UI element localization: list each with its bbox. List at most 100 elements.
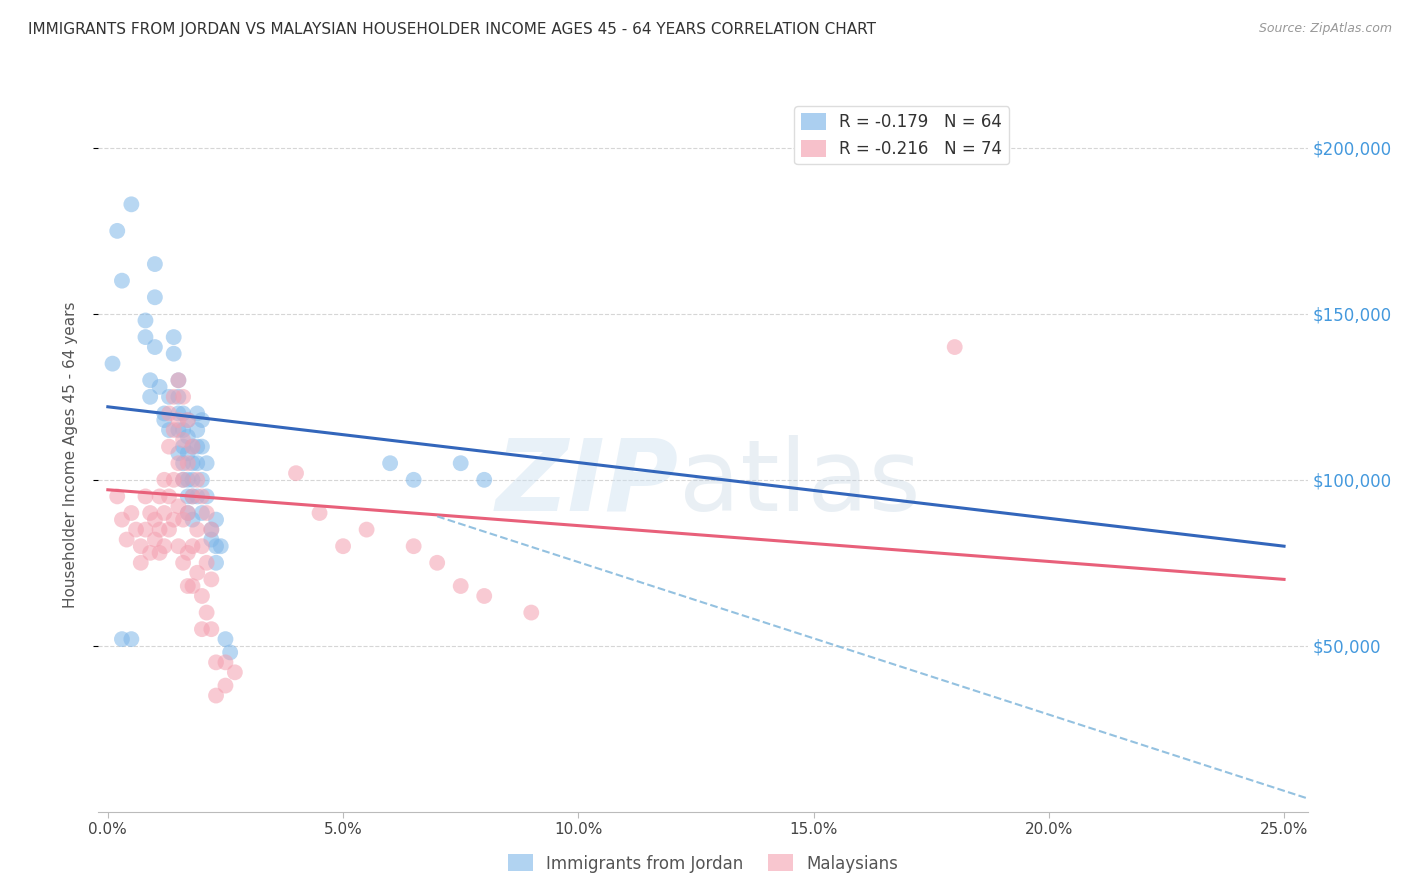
- Point: [191, 413, 214, 427]
- Point: [172, 473, 194, 487]
- Legend: Immigrants from Jordan, Malaysians: Immigrants from Jordan, Malaysians: [501, 847, 905, 880]
- Point: [177, 506, 200, 520]
- Point: [105, 490, 128, 504]
- Point: [134, 313, 156, 327]
- Point: [450, 579, 472, 593]
- Point: [177, 506, 200, 520]
- Point: [139, 506, 162, 520]
- Point: [153, 506, 176, 520]
- Point: [181, 456, 204, 470]
- Point: [120, 197, 142, 211]
- Point: [177, 456, 200, 470]
- Point: [143, 513, 166, 527]
- Point: [450, 456, 472, 470]
- Point: [143, 340, 166, 354]
- Point: [139, 373, 162, 387]
- Point: [134, 523, 156, 537]
- Point: [200, 622, 222, 636]
- Point: [181, 440, 204, 454]
- Point: [205, 513, 228, 527]
- Point: [167, 373, 190, 387]
- Point: [163, 513, 186, 527]
- Point: [163, 347, 186, 361]
- Point: [172, 390, 194, 404]
- Point: [172, 456, 194, 470]
- Point: [149, 546, 172, 560]
- Point: [200, 523, 222, 537]
- Point: [186, 566, 208, 580]
- Point: [214, 656, 236, 670]
- Point: [472, 589, 495, 603]
- Point: [181, 473, 204, 487]
- Text: ZIP: ZIP: [496, 435, 679, 532]
- Point: [172, 423, 194, 437]
- Point: [153, 473, 176, 487]
- Point: [285, 466, 308, 480]
- Point: [378, 456, 401, 470]
- Point: [115, 533, 138, 547]
- Point: [177, 579, 200, 593]
- Point: [177, 446, 200, 460]
- Point: [125, 523, 148, 537]
- Point: [105, 224, 128, 238]
- Y-axis label: Householder Income Ages 45 - 64 years: Householder Income Ages 45 - 64 years: [63, 301, 77, 608]
- Point: [153, 406, 176, 420]
- Point: [157, 440, 180, 454]
- Point: [149, 490, 172, 504]
- Point: [186, 406, 208, 420]
- Point: [205, 656, 228, 670]
- Point: [214, 679, 236, 693]
- Point: [191, 506, 214, 520]
- Point: [181, 539, 204, 553]
- Point: [177, 546, 200, 560]
- Point: [186, 523, 208, 537]
- Point: [520, 606, 543, 620]
- Point: [943, 340, 966, 354]
- Point: [172, 473, 194, 487]
- Point: [163, 473, 186, 487]
- Point: [172, 513, 194, 527]
- Point: [195, 506, 218, 520]
- Point: [177, 473, 200, 487]
- Point: [167, 373, 190, 387]
- Point: [308, 506, 330, 520]
- Point: [120, 632, 142, 647]
- Point: [200, 533, 222, 547]
- Point: [191, 589, 214, 603]
- Point: [181, 490, 204, 504]
- Point: [167, 390, 190, 404]
- Point: [200, 523, 222, 537]
- Point: [167, 406, 190, 420]
- Point: [167, 413, 190, 427]
- Point: [332, 539, 354, 553]
- Point: [163, 423, 186, 437]
- Point: [163, 330, 186, 344]
- Point: [134, 330, 156, 344]
- Point: [205, 539, 228, 553]
- Text: atlas: atlas: [679, 435, 921, 532]
- Point: [143, 533, 166, 547]
- Point: [186, 423, 208, 437]
- Point: [143, 257, 166, 271]
- Point: [134, 490, 156, 504]
- Legend: R = -0.179   N = 64, R = -0.216   N = 74: R = -0.179 N = 64, R = -0.216 N = 74: [794, 106, 1010, 164]
- Point: [402, 539, 425, 553]
- Point: [191, 440, 214, 454]
- Point: [181, 490, 204, 504]
- Point: [157, 390, 180, 404]
- Point: [149, 523, 172, 537]
- Point: [426, 556, 449, 570]
- Point: [191, 622, 214, 636]
- Point: [149, 380, 172, 394]
- Point: [157, 423, 180, 437]
- Point: [163, 390, 186, 404]
- Text: IMMIGRANTS FROM JORDAN VS MALAYSIAN HOUSEHOLDER INCOME AGES 45 - 64 YEARS CORREL: IMMIGRANTS FROM JORDAN VS MALAYSIAN HOUS…: [28, 22, 876, 37]
- Point: [143, 290, 166, 304]
- Point: [157, 523, 180, 537]
- Point: [129, 556, 152, 570]
- Point: [209, 539, 232, 553]
- Point: [186, 490, 208, 504]
- Point: [402, 473, 425, 487]
- Point: [195, 490, 218, 504]
- Point: [157, 490, 180, 504]
